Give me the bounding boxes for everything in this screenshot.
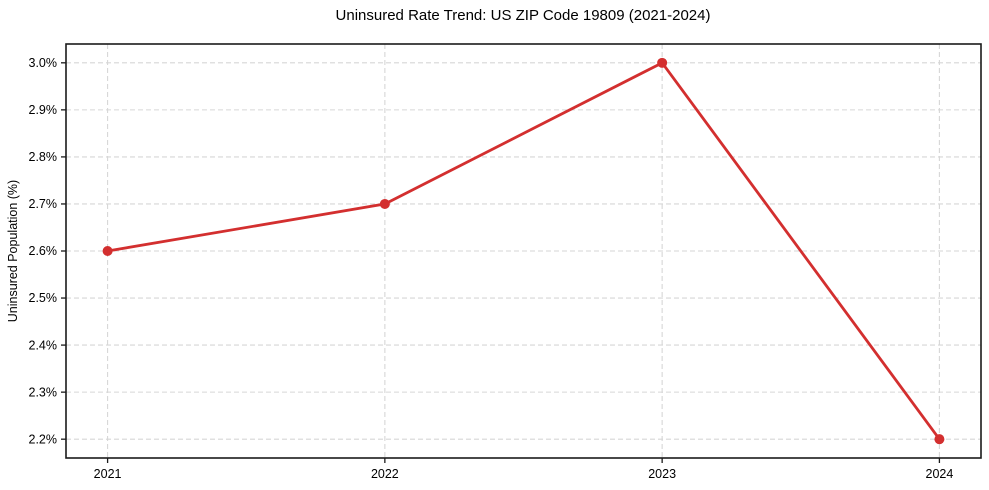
y-tick-label: 2.5% [29, 291, 58, 305]
y-tick-label: 2.9% [29, 103, 58, 117]
y-axis-label: Uninsured Population (%) [6, 179, 20, 323]
x-tick-label: 2024 [926, 467, 954, 481]
data-point-2021 [102, 246, 113, 256]
x-tick-label: 2023 [648, 467, 676, 481]
y-tick-label: 2.7% [29, 197, 58, 211]
y-tick-label: 3.0% [29, 56, 58, 70]
y-tick-label: 2.6% [29, 244, 58, 258]
x-tick-label: 2021 [94, 467, 122, 481]
data-point-2022 [379, 198, 390, 209]
chart-title: Uninsured Rate Trend: US ZIP Code 19809 … [335, 7, 711, 24]
data-point-2024 [934, 434, 945, 445]
y-tick-label: 2.4% [29, 338, 58, 352]
x-tick-label: 2022 [371, 467, 399, 481]
y-tick-label: 2.8% [29, 150, 58, 164]
y-tick-label: 2.3% [29, 385, 58, 399]
y-tick-label: 2.2% [29, 432, 58, 446]
trend-line [106, 61, 941, 441]
data-point-2023 [657, 57, 668, 68]
